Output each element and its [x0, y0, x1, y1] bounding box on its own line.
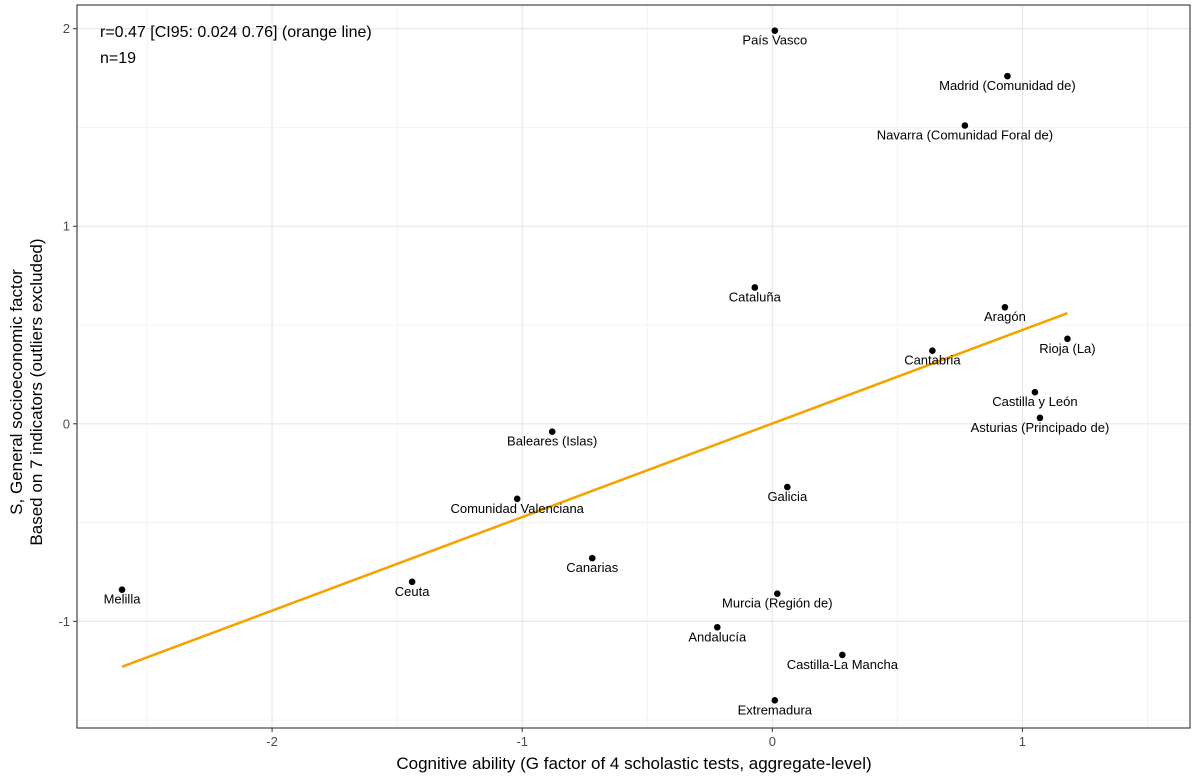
- point-label: Murcia (Región de): [722, 596, 833, 611]
- y-tick-label: 0: [63, 416, 70, 431]
- point-label: Cantabria: [904, 353, 961, 368]
- y-tick-label: 1: [63, 219, 70, 234]
- point-label: Extremadura: [738, 702, 813, 717]
- point-label: Castilla-La Mancha: [787, 657, 899, 672]
- data-point: [929, 347, 936, 354]
- data-point: [1031, 388, 1039, 396]
- data-point: [839, 651, 846, 659]
- data-point: [1036, 414, 1044, 422]
- point-label: Ceuta: [395, 584, 430, 599]
- y-tick-label: -1: [58, 614, 70, 629]
- y-axis-title: S, General socioeconomic factor Based on…: [7, 238, 46, 545]
- point-label: Rioja (La): [1039, 341, 1095, 356]
- point-label: Navarra (Comunidad Foral de): [877, 128, 1053, 143]
- data-point: [713, 623, 721, 631]
- point-label: Canarias: [566, 560, 619, 575]
- point-label: Castilla y León: [992, 394, 1077, 409]
- data-point: [784, 483, 791, 491]
- x-axis-title: Cognitive ability (G factor of 4 scholas…: [396, 754, 871, 773]
- data-point: [751, 284, 759, 291]
- points-layer: [118, 27, 1071, 704]
- panel-border: [76, 4, 1191, 729]
- point-label: País Vasco: [742, 33, 807, 48]
- point-label: Galicia: [767, 489, 808, 504]
- regression-line-layer: [121, 311, 1068, 668]
- point-labels-layer: País Vasco Madrid (Comunidad de) Navarra (…: [104, 33, 1110, 718]
- axis-ticks: -2 -1 0 1 -1 0 1 2: [58, 21, 1026, 749]
- data-point: [771, 697, 779, 704]
- x-tick-label: -1: [516, 734, 528, 749]
- point-label: Melilla: [104, 592, 142, 607]
- point-label: Aragón: [984, 309, 1026, 324]
- x-tick-label: -2: [266, 734, 278, 749]
- y-axis-title-line-2: Based on 7 indicators (outliers excluded…: [27, 238, 46, 545]
- data-point: [588, 554, 596, 562]
- point-label: Andalucía: [688, 629, 747, 644]
- x-tick-label: 1: [1019, 734, 1026, 749]
- point-label: Madrid (Comunidad de): [939, 78, 1076, 93]
- grid: [77, 5, 1190, 728]
- data-point: [1064, 335, 1071, 343]
- y-axis-title-line-1: S, General socioeconomic factor: [7, 269, 26, 515]
- point-label: Asturias (Principado de): [971, 420, 1110, 435]
- data-point: [961, 122, 969, 129]
- data-point: [771, 27, 779, 34]
- data-point: [774, 590, 781, 597]
- correlation-annotation: r=0.47 [CI95: 0.024 0.76] (orange line): [100, 24, 372, 41]
- regression-line: [121, 311, 1068, 668]
- point-label: Baleares (Islas): [507, 434, 597, 449]
- data-point: [548, 428, 556, 435]
- y-tick-label: 2: [63, 21, 70, 36]
- data-point: [1004, 72, 1011, 80]
- data-point: [118, 586, 126, 594]
- x-tick-label: 0: [769, 734, 776, 749]
- data-point: [408, 578, 416, 586]
- data-point: [513, 495, 521, 503]
- sample-size-annotation: n=19: [100, 50, 136, 67]
- point-label: Cataluña: [729, 289, 782, 304]
- data-point: [1001, 303, 1009, 311]
- point-label: Comunidad Valenciana: [450, 501, 584, 516]
